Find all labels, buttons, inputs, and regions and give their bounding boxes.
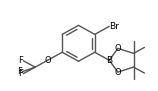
Text: F: F — [18, 56, 23, 65]
Text: F: F — [18, 69, 23, 78]
Text: F: F — [17, 67, 22, 76]
Text: O: O — [115, 44, 121, 53]
Text: O: O — [115, 68, 121, 77]
Text: Br: Br — [109, 22, 119, 31]
Text: B: B — [106, 56, 112, 65]
Text: O: O — [44, 56, 51, 65]
